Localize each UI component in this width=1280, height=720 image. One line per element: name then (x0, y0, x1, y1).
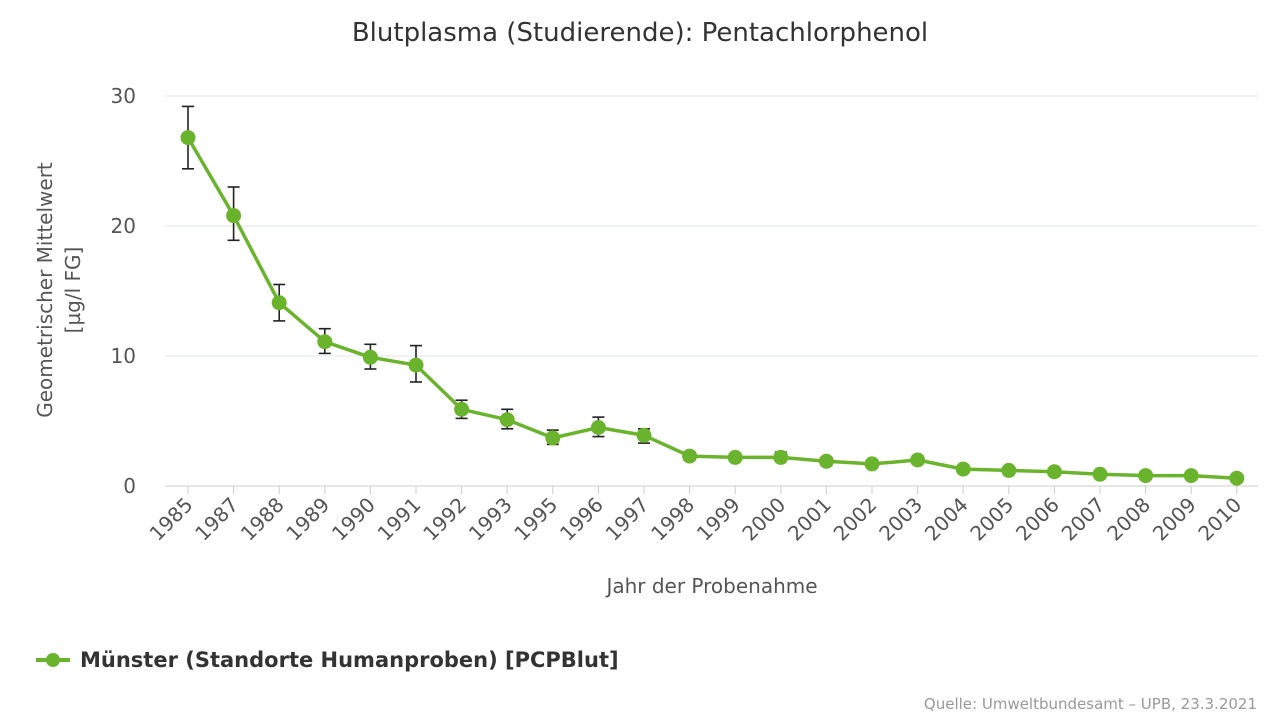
x-tick-label: 1991 (373, 493, 426, 546)
y-tick-label: 10 (111, 344, 136, 368)
chart-title: Blutplasma (Studierende): Pentachlorphen… (352, 18, 928, 48)
x-tick-label: 2006 (1011, 493, 1064, 546)
y-tick-labels: 0 10 20 30 (111, 84, 136, 498)
y-axis-title: Geometrischer Mittelwert (33, 162, 57, 418)
data-point[interactable] (362, 349, 378, 365)
x-tick-label: 2009 (1148, 493, 1201, 546)
x-tick-label: 2010 (1193, 493, 1246, 546)
data-point[interactable] (1046, 464, 1062, 480)
x-tick-label: 2000 (737, 493, 790, 546)
x-tick-label: 1995 (509, 493, 562, 546)
data-points (180, 130, 1245, 486)
x-tick-labels: 1985198719881989199019911992199319951996… (145, 486, 1246, 546)
data-point[interactable] (727, 449, 743, 465)
x-tick-label: 1998 (646, 493, 699, 546)
x-tick-label: 1992 (418, 493, 471, 546)
legend-marker-icon (46, 653, 60, 667)
data-point[interactable] (408, 357, 424, 373)
data-point[interactable] (773, 449, 789, 465)
y-axis-unit: [µg/l FG] (61, 247, 85, 334)
data-point[interactable] (545, 430, 561, 446)
data-point[interactable] (636, 427, 652, 443)
x-tick-label: 1988 (236, 493, 289, 546)
x-tick-label: 2008 (1102, 493, 1155, 546)
data-point[interactable] (1183, 468, 1199, 484)
data-point[interactable] (1229, 470, 1245, 486)
data-point[interactable] (910, 452, 926, 468)
data-point[interactable] (1001, 462, 1017, 478)
x-tick-label: 1997 (601, 493, 654, 546)
data-point[interactable] (682, 448, 698, 464)
x-tick-label: 2003 (874, 493, 927, 546)
x-tick-label: 1987 (190, 493, 243, 546)
data-point[interactable] (1138, 468, 1154, 484)
data-point[interactable] (864, 456, 880, 472)
data-point[interactable] (1092, 466, 1108, 482)
x-tick-label: 1999 (692, 493, 745, 546)
series-line (186, 136, 1237, 480)
y-tick-label: 0 (123, 474, 136, 498)
data-point[interactable] (499, 412, 515, 428)
legend-label: Münster (Standorte Humanproben) [PCPBlut… (80, 648, 619, 672)
series-line-path (186, 136, 1237, 480)
x-tick-label: 1985 (145, 493, 198, 546)
data-point[interactable] (955, 461, 971, 477)
y-tick-label: 20 (111, 214, 136, 238)
x-tick-label: 2002 (829, 493, 882, 546)
x-tick-label: 2007 (1057, 493, 1110, 546)
x-tick-label: 1990 (327, 493, 380, 546)
legend[interactable]: Münster (Standorte Humanproben) [PCPBlut… (36, 648, 619, 672)
x-tick-label: 2005 (965, 493, 1018, 546)
data-point[interactable] (818, 453, 834, 469)
x-tick-label: 1996 (555, 493, 608, 546)
x-tick-label: 1989 (281, 493, 334, 546)
x-tick-label: 1993 (464, 493, 517, 546)
gridlines (165, 95, 1258, 487)
data-point[interactable] (271, 295, 287, 311)
data-point[interactable] (226, 208, 242, 224)
data-point[interactable] (180, 130, 196, 146)
data-point[interactable] (590, 420, 606, 435)
source-note: Quelle: Umweltbundesamt – UPB, 23.3.2021 (924, 695, 1257, 713)
data-point[interactable] (317, 334, 333, 350)
y-tick-label: 30 (111, 84, 136, 108)
x-axis-title: Jahr der Probenahme (604, 574, 817, 598)
data-point[interactable] (454, 401, 470, 417)
error-bars (182, 105, 1243, 481)
x-tick-label: 2004 (920, 493, 973, 546)
x-tick-label: 2001 (783, 493, 836, 546)
